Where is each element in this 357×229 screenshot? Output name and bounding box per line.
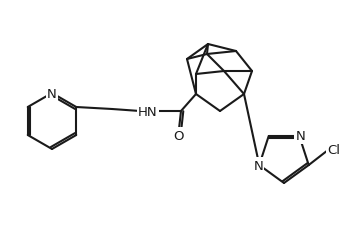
Text: N: N [47, 87, 57, 100]
Text: Cl: Cl [327, 143, 340, 156]
Text: N: N [253, 159, 263, 172]
Text: HN: HN [138, 105, 158, 118]
Text: N: N [295, 130, 305, 143]
Text: O: O [174, 129, 184, 142]
